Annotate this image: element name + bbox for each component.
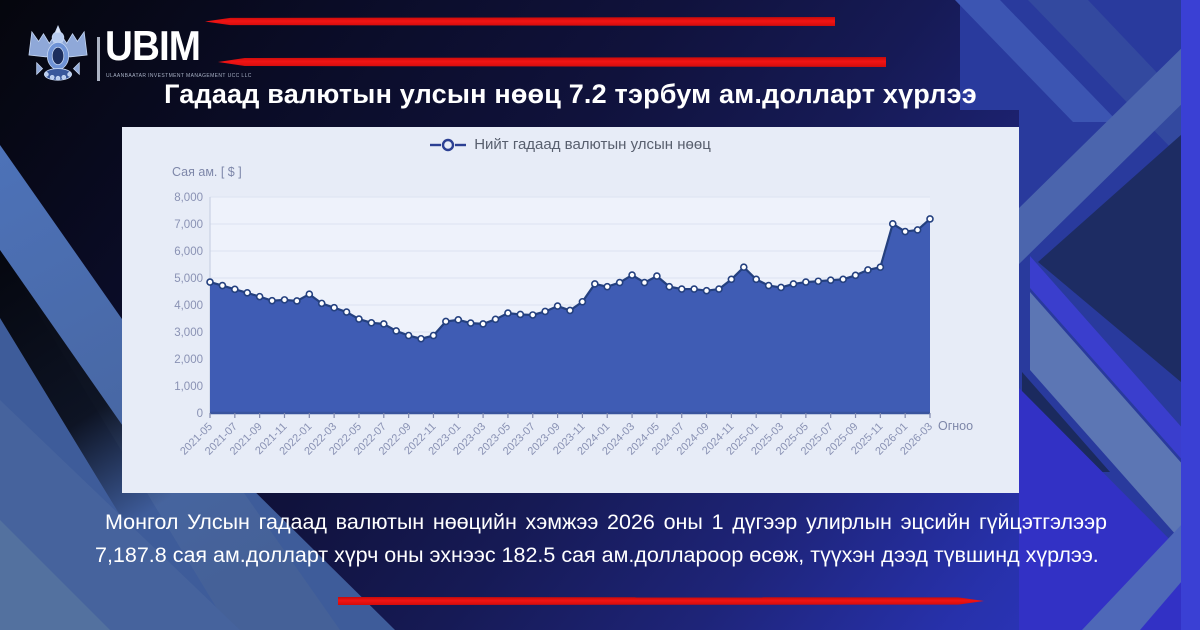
reserves-area-chart: 0 1,000 2,000 3,000 4,000 5,000 6,000 7,000 8,00…: [174, 192, 935, 458]
chart-legend: Нийт гадаад валютын улсын нөөц: [122, 136, 1019, 153]
x-axis-title: Огноо: [938, 419, 974, 433]
logo-separator: [97, 37, 100, 81]
legend-line-marker-icon: [430, 138, 467, 151]
logo-brand-text: UBIM: [105, 22, 201, 69]
bottom-red-stripe: [338, 597, 984, 605]
garuda-crest-icon: [28, 24, 88, 81]
legend-label: Нийт гадаад валютын улсын нөөц: [474, 136, 711, 153]
svg-text:0: 0: [197, 408, 203, 420]
logo-tagline: ULAANBAATAR INVESTMENT MANAGEMENT UCC LL…: [106, 73, 252, 79]
top-red-stripe-2: [218, 57, 886, 67]
summary-paragraph: Монгол Улсын гадаад валютын нөөцийн хэмж…: [95, 510, 1107, 567]
svg-text:5,000: 5,000: [174, 273, 203, 285]
svg-text:7,000: 7,000: [174, 219, 203, 231]
svg-text:4,000: 4,000: [174, 300, 203, 312]
page-title: Гадаад валютын улсын нөөц 7.2 тэрбум ам.…: [164, 79, 977, 109]
top-red-stripe-1: [205, 17, 835, 26]
logo: UBIM ULAANBAATAR INVESTMENT MANAGEMENT U…: [27, 22, 252, 94]
svg-text:2,000: 2,000: [174, 354, 203, 366]
svg-text:6,000: 6,000: [174, 246, 203, 258]
svg-text:1,000: 1,000: [174, 381, 203, 393]
y-axis-unit-label: Сая ам. [ $ ]: [172, 165, 242, 179]
svg-text:3,000: 3,000: [174, 327, 203, 339]
chart-panel: Нийт гадаад валютын улсын нөөц Сая ам. […: [122, 127, 1019, 493]
svg-text:8,000: 8,000: [174, 192, 203, 204]
